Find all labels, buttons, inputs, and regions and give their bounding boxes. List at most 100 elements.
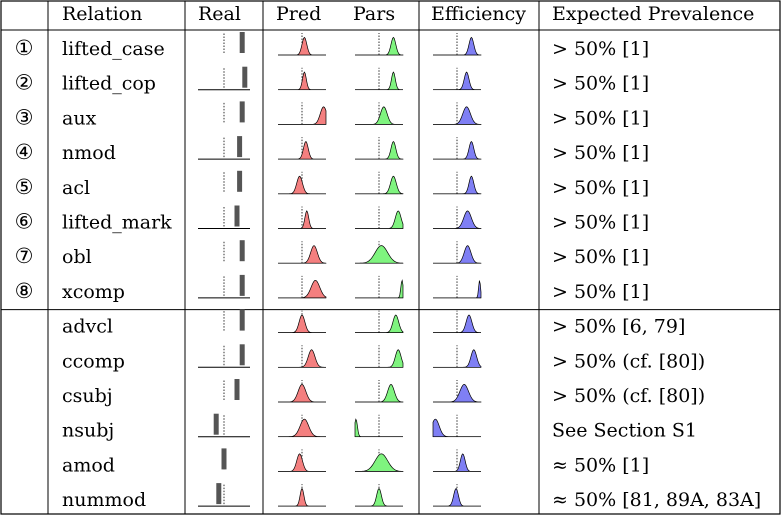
expected-prevalence: > 50% [1] [552, 212, 649, 234]
pars-plot-density [355, 211, 403, 229]
expected-prevalence: ≈ 50% [1] [552, 454, 649, 476]
pars-plot [355, 172, 403, 194]
expected-prevalence: > 50% [1] [552, 107, 649, 129]
expected-prevalence: > 50% [1] [552, 246, 649, 268]
pred-plot [278, 241, 326, 263]
pred-plot-density [278, 315, 326, 333]
pars-plot [355, 311, 403, 333]
table-row: amod ≈ 50% [1] [62, 448, 649, 476]
real-bar [216, 483, 221, 504]
efficiency-plot [433, 241, 481, 263]
efficiency-plot-density [433, 211, 481, 229]
pred-plot-density [278, 107, 326, 125]
efficiency-plot [433, 33, 481, 55]
efficiency-plot [433, 345, 481, 367]
pred-plot-density [278, 142, 326, 160]
header-expected-prevalence: Expected Prevalence [552, 3, 754, 25]
real-bar [240, 240, 245, 261]
pars-plot [355, 415, 403, 437]
pars-plot [355, 484, 403, 506]
efficiency-plot-density [433, 281, 481, 298]
real-bar [240, 32, 245, 53]
row-number: ③ [15, 105, 34, 129]
pars-plot-density [355, 107, 403, 125]
pars-plot-density [355, 72, 403, 90]
real-plot [224, 101, 245, 122]
efficiency-plot-density [433, 315, 481, 333]
relation-name: obl [62, 246, 92, 268]
efficiency-plot [433, 102, 481, 124]
pars-plot [355, 380, 403, 402]
real-bar [237, 171, 242, 192]
expected-prevalence: > 50% [1] [552, 281, 649, 303]
efficiency-plot-density [433, 350, 481, 368]
table-row: nummod ≈ 50% [81, 89A, 83A] [62, 483, 761, 511]
pars-plot-density [355, 419, 403, 436]
pred-plot [278, 311, 326, 333]
pred-plot-density [278, 72, 326, 90]
real-bar [235, 379, 240, 400]
table-row: ⑤ acl > 50% [1] [15, 171, 650, 199]
table-row: ① lifted_case > 50% [1] [15, 32, 650, 60]
pars-plot [355, 207, 403, 229]
pred-plot-density [278, 280, 326, 298]
expected-prevalence: ≈ 50% [81, 89A, 83A] [552, 489, 761, 511]
pars-plot [355, 241, 403, 263]
pred-plot-density [278, 246, 326, 264]
header-efficiency: Efficiency [431, 3, 526, 25]
row-number: ⑥ [15, 210, 34, 234]
pars-plot-density [355, 315, 403, 333]
row-number: ⑤ [15, 175, 34, 199]
efficiency-plot-density [433, 419, 481, 437]
efficiency-plot [433, 207, 481, 229]
real-plot [224, 171, 242, 192]
pred-plot [278, 137, 326, 159]
real-plot [198, 206, 250, 229]
efficiency-plot [433, 137, 481, 159]
relation-name: acl [62, 177, 90, 199]
relation-name: lifted_case [62, 38, 165, 60]
real-bar [222, 448, 227, 469]
real-plot [224, 240, 245, 261]
efficiency-plot-density [433, 72, 481, 90]
table-row: ccomp > 50% (cf. [80]) [62, 344, 705, 372]
table-row: ⑦ obl > 50% [1] [15, 240, 650, 268]
relation-name: lifted_cop [62, 73, 156, 95]
pars-plot [355, 276, 403, 298]
efficiency-plot [433, 484, 481, 506]
efficiency-plot [433, 380, 481, 402]
pred-plot [278, 449, 326, 471]
real-bar [242, 67, 247, 88]
pred-plot [278, 276, 326, 298]
pred-plot-density [278, 454, 326, 472]
pars-plot [355, 449, 403, 471]
row-number: ⑧ [15, 279, 34, 303]
pred-plot [278, 102, 326, 124]
expected-prevalence: > 50% [1] [552, 142, 649, 164]
pars-plot-density [355, 384, 403, 402]
expected-prevalence: > 50% (cf. [80]) [552, 385, 705, 407]
pars-plot-density [355, 350, 403, 368]
relation-name: lifted_mark [62, 212, 172, 234]
real-plot [198, 344, 250, 367]
table-row: advcl > 50% [6, 79] [62, 310, 685, 338]
table-row: ② lifted_cop > 50% [1] [15, 67, 650, 95]
real-plot [198, 67, 250, 90]
efficiency-plot-density [433, 142, 481, 160]
pred-plot-density [278, 384, 326, 402]
pred-plot [278, 415, 326, 437]
real-bar [240, 275, 245, 296]
table-row: ④ nmod > 50% [1] [15, 136, 650, 164]
real-bar [240, 344, 245, 365]
row-number: ② [15, 71, 34, 95]
pred-plot-density [278, 37, 326, 55]
expected-prevalence: > 50% [1] [552, 177, 649, 199]
pred-plot [278, 33, 326, 55]
pred-plot [278, 345, 326, 367]
pred-plot-density [278, 176, 326, 194]
table-row: ③ aux > 50% [1] [15, 101, 650, 129]
pars-plot [355, 33, 403, 55]
efficiency-plot [433, 311, 481, 333]
pars-plot-density [355, 142, 403, 160]
